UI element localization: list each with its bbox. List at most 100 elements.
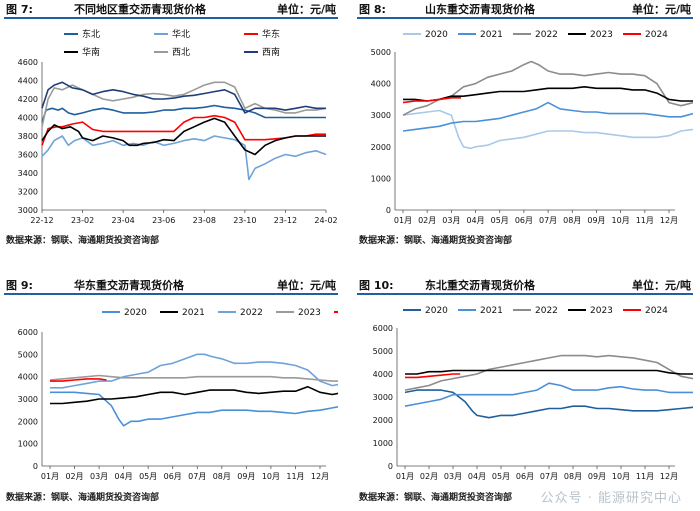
figure-number: 图 9: <box>6 279 33 292</box>
series-line-华东 <box>41 114 326 146</box>
x-tick-label: 09月 <box>237 472 255 481</box>
x-tick-label: 04月 <box>115 472 133 481</box>
x-tick-label: 23-10 <box>233 216 256 225</box>
x-tick-label: 06月 <box>515 216 533 225</box>
chart-panel-fig9: 图 9: 华东重交沥青现货价格 单位：元/吨 0 1000 2000 3000 4000… <box>4 276 338 511</box>
series-line-2024 <box>50 378 107 382</box>
x-tick-label: 06月 <box>164 472 182 481</box>
x-tick-label: 05月 <box>492 472 510 481</box>
figure-number: 图 10: <box>359 279 394 292</box>
legend-label: 2022 <box>535 306 558 316</box>
series-line-2023 <box>405 369 693 375</box>
x-tick-label: 03月 <box>444 472 462 481</box>
x-tick-label: 12月 <box>311 472 329 481</box>
legend-label: 2021 <box>480 306 503 316</box>
y-tick-label: 4000 <box>373 370 393 379</box>
x-tick-label: 07月 <box>540 472 558 481</box>
x-tick-label: 07月 <box>188 472 206 481</box>
x-tick-label: 22-12 <box>30 216 53 225</box>
legend-label: 华南 <box>82 46 100 58</box>
x-tick-label: 06月 <box>516 472 534 481</box>
legend-label: 西北 <box>172 47 190 58</box>
header-rule <box>357 293 693 295</box>
series-line-2024 <box>402 97 461 104</box>
legend-label: 华北 <box>172 28 190 40</box>
legend-label: 2023 <box>590 306 613 316</box>
x-tick-label: 01月 <box>396 472 414 481</box>
series-line-东北 <box>41 104 326 123</box>
x-tick-label: 01月 <box>394 216 412 225</box>
legend-label: 西南 <box>262 46 280 58</box>
y-tick-label: 2000 <box>18 417 38 426</box>
header-rule <box>4 293 338 295</box>
x-tick-label: 01月 <box>41 472 59 481</box>
figure-number: 图 7: <box>6 3 33 16</box>
y-tick-label: 2000 <box>373 416 393 425</box>
y-tick-label: 4000 <box>18 114 38 123</box>
chart-title: 东北重交沥青现货价格 <box>425 279 535 292</box>
x-tick-label: 24-02 <box>314 216 337 225</box>
chart-panel-fig10: 图 10: 东北重交沥青现货价格 单位：元/吨 0 1000 2000 3000 400… <box>357 276 693 511</box>
y-tick-label: 1000 <box>18 440 38 449</box>
x-tick-label: 08月 <box>213 472 231 481</box>
series-line-2024 <box>405 373 461 379</box>
y-tick-label: 3600 <box>18 151 38 160</box>
series-line-2022 <box>402 60 693 116</box>
x-tick-label: 03月 <box>442 216 460 225</box>
y-tick-label: 2000 <box>371 143 391 152</box>
series-line-2021 <box>50 385 338 405</box>
x-tick-label: 23-12 <box>274 216 297 225</box>
x-tick-label: 02月 <box>418 216 436 225</box>
legend-label: 2023 <box>298 308 321 318</box>
y-tick-label: 6000 <box>373 324 393 333</box>
y-tick-label: 4000 <box>371 80 391 89</box>
x-tick-label: 11月 <box>636 216 654 225</box>
source-note: 数据来源：钢联、海通期货投资咨询部 <box>6 236 160 246</box>
y-tick-label: 5000 <box>371 48 391 57</box>
x-tick-label: 05月 <box>491 216 509 225</box>
y-tick-label: 4000 <box>18 373 38 382</box>
x-tick-label: 09月 <box>587 216 605 225</box>
x-tick-label: 11月 <box>286 472 304 481</box>
legend-label: 2022 <box>240 308 263 318</box>
x-tick-label: 23-04 <box>112 216 135 225</box>
y-tick-label: 0 <box>386 206 391 215</box>
y-tick-label: 3000 <box>371 111 391 120</box>
x-tick-label: 12月 <box>660 216 678 225</box>
legend-label: 2023 <box>590 30 613 40</box>
series-line-华南 <box>41 117 326 156</box>
legend-label: 2024 <box>645 30 668 40</box>
panel-header: 图 9: 华东重交沥青现货价格 单位：元/吨 <box>4 276 338 293</box>
x-tick-label: 12月 <box>660 472 678 481</box>
series-line-2021 <box>404 382 693 407</box>
y-tick-label: 4600 <box>18 58 38 67</box>
y-tick-label: 0 <box>388 462 393 471</box>
y-tick-label: 3800 <box>18 132 38 141</box>
series-line-西北 <box>41 81 327 127</box>
y-tick-label: 3000 <box>373 393 393 402</box>
y-tick-label: 3200 <box>18 188 38 197</box>
x-tick-label: 11月 <box>636 472 654 481</box>
chart-title: 华东重交沥青现货价格 <box>74 279 184 292</box>
x-tick-label: 08月 <box>563 216 581 225</box>
figure-number: 图 8: <box>359 3 386 16</box>
x-tick-label: 03月 <box>90 472 108 481</box>
line-chart: 0 1000 2000 3000 4000 5000 01月 02月 03月 04月 05月 06月 0… <box>371 30 693 225</box>
watermark-text: 公众号 · 能源研究中心 <box>540 491 682 506</box>
x-tick-label: 02月 <box>420 472 438 481</box>
panel-header: 图 8: 山东重交沥青现货价格 单位：元/吨 <box>357 0 693 17</box>
unit-label: 单位：元/吨 <box>276 3 336 16</box>
legend-label: 2020 <box>124 308 147 318</box>
y-tick-label: 1000 <box>373 439 393 448</box>
source-note: 数据来源：钢联、海通期货投资咨询部 <box>6 493 160 503</box>
unit-label: 单位：元/吨 <box>631 3 691 16</box>
unit-label: 单位：元/吨 <box>276 279 336 292</box>
y-tick-label: 1000 <box>371 174 391 183</box>
legend-label: 2020 <box>425 306 448 316</box>
header-rule <box>4 17 338 19</box>
series-line-华北 <box>41 135 327 181</box>
legend-label: 2021 <box>182 308 205 318</box>
series-line-2023 <box>49 374 338 382</box>
chart-title: 山东重交沥青现货价格 <box>425 3 535 16</box>
source-note: 数据来源：钢联、海通期货投资咨询部 <box>359 236 513 246</box>
